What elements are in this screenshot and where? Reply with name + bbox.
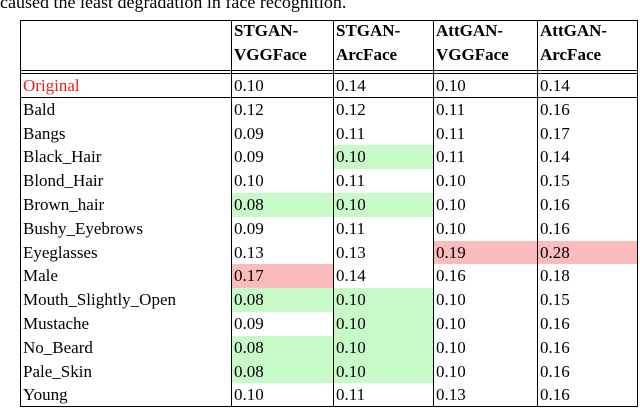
rule — [20, 406, 638, 408]
value-cell: 0.11 — [436, 99, 466, 119]
value-cell: 0.11 — [336, 218, 366, 238]
column-rule — [231, 20, 232, 408]
value-cell: 0.13 — [436, 385, 466, 405]
row-label: Bushy_Eyebrows — [23, 218, 143, 238]
value-cell: 0.12 — [336, 99, 366, 119]
value-cell: 0.16 — [540, 314, 570, 333]
value-cell: 0.11 — [336, 171, 366, 191]
value-cell: 0.11 — [436, 123, 466, 143]
value-cell: 0.17 — [540, 123, 570, 143]
rule — [20, 96, 638, 98]
value-cell: 0.16 — [540, 361, 570, 381]
header-cell: AttGAN- — [436, 21, 504, 40]
value-cell: 0.14 — [540, 147, 570, 167]
value-cell: 0.10 — [436, 195, 466, 214]
value-cell: 0.10 — [333, 335, 433, 360]
row-label: Brown_hair — [23, 195, 105, 214]
value-cell: 0.08 — [231, 335, 333, 360]
value-cell: 0.13 — [336, 242, 366, 262]
value-cell: 0.14 — [336, 266, 366, 286]
value-cell: 0.09 — [234, 218, 264, 238]
value-cell: 0.10 — [436, 314, 466, 333]
value-cell: 0.17 — [231, 264, 333, 289]
value-cell: 0.10 — [333, 193, 433, 217]
row-label: Bald — [23, 99, 56, 119]
caption: caused the least degradation in face rec… — [0, 0, 347, 12]
value-cell: 0.10 — [436, 361, 466, 381]
row-label: Blond_Hair — [23, 171, 104, 191]
value-cell: 0.11 — [336, 123, 366, 143]
value-cell: 0.10 — [234, 385, 264, 405]
row-label: Mustache — [23, 314, 90, 333]
value-cell: 0.10 — [436, 171, 466, 191]
value-cell: 0.10 — [333, 288, 433, 312]
header-cell: STGAN- — [234, 21, 299, 40]
value-cell: 0.16 — [540, 385, 570, 405]
value-cell: 0.10 — [333, 312, 433, 336]
value-cell: 0.28 — [537, 240, 637, 265]
column-rule — [433, 20, 434, 408]
value-cell: 0.16 — [540, 218, 570, 238]
value-cell: 0.10 — [436, 218, 466, 238]
value-cell: 0.11 — [336, 385, 366, 405]
value-cell: 0.08 — [231, 288, 333, 312]
value-cell: 0.12 — [234, 99, 264, 119]
column-rule — [637, 20, 638, 408]
value-cell: 0.10 — [436, 76, 466, 95]
value-cell: 0.10 — [333, 145, 433, 170]
header-cell: VGGFace — [234, 45, 307, 64]
value-cell: 0.19 — [433, 240, 537, 265]
rule — [20, 73, 638, 74]
value-cell: 0.15 — [540, 290, 570, 310]
value-cell: 0.15 — [540, 171, 570, 191]
value-cell: 0.10 — [234, 76, 264, 95]
row-label: Black_Hair — [23, 147, 102, 167]
value-cell: 0.08 — [231, 359, 333, 384]
row-label: Eyeglasses — [23, 242, 98, 262]
row-label: No_Beard — [23, 337, 93, 357]
header-cell: VGGFace — [436, 45, 509, 64]
row-label: Original — [23, 76, 80, 95]
value-cell: 0.10 — [234, 171, 264, 191]
value-cell: 0.16 — [540, 337, 570, 357]
value-cell: 0.10 — [436, 337, 466, 357]
value-cell: 0.16 — [436, 266, 466, 286]
value-cell: 0.10 — [436, 290, 466, 310]
header-cell: STGAN- — [336, 21, 401, 40]
value-cell: 0.09 — [234, 123, 264, 143]
value-cell: 0.09 — [234, 147, 264, 167]
row-label: Male — [23, 266, 58, 286]
value-cell: 0.08 — [231, 193, 333, 217]
rule — [20, 70, 638, 71]
value-cell: 0.14 — [540, 76, 570, 95]
value-cell: 0.10 — [333, 359, 433, 384]
row-label: Young — [23, 385, 68, 405]
value-cell: 0.11 — [436, 147, 466, 167]
value-cell: 0.18 — [540, 266, 570, 286]
header-cell: ArcFace — [540, 45, 602, 64]
row-label: Bangs — [23, 123, 66, 143]
value-cell: 0.09 — [234, 314, 264, 333]
header-cell: ArcFace — [336, 45, 398, 64]
column-rule — [333, 20, 334, 408]
row-label: Mouth_Slightly_Open — [23, 290, 177, 310]
value-cell: 0.16 — [540, 99, 570, 119]
value-cell: 0.13 — [234, 242, 264, 262]
column-rule — [20, 20, 21, 408]
column-rule — [537, 20, 538, 408]
row-label: Pale_Skin — [23, 361, 92, 381]
header-cell: AttGAN- — [540, 21, 608, 40]
value-cell: 0.14 — [336, 76, 366, 95]
value-cell: 0.16 — [540, 195, 570, 214]
rule — [20, 20, 638, 21]
